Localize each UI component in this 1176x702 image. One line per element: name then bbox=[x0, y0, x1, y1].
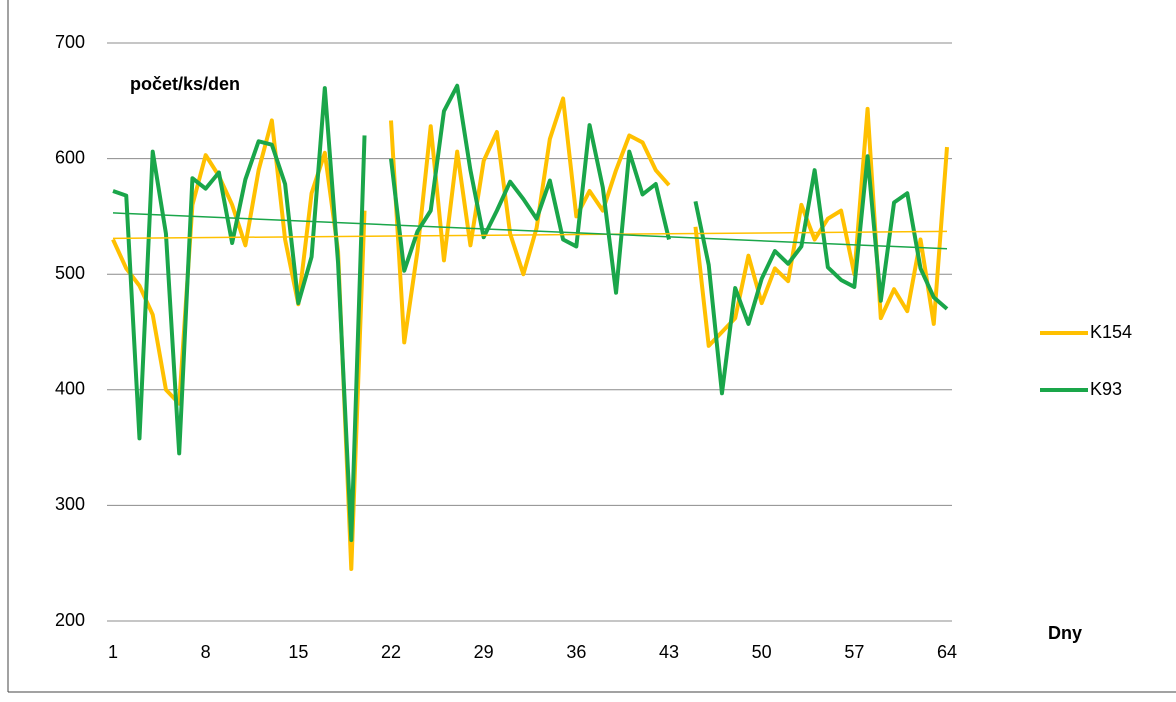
x-tick-label: 1 bbox=[108, 642, 118, 662]
y-tick-label: 300 bbox=[55, 494, 85, 514]
y-tick-label: 600 bbox=[55, 147, 85, 167]
trendline bbox=[112, 212, 948, 250]
legend-label: K93 bbox=[1090, 379, 1122, 399]
x-tick-label: 8 bbox=[201, 642, 211, 662]
x-tick-label: 29 bbox=[474, 642, 494, 662]
trendline bbox=[112, 230, 948, 240]
legend-label: K154 bbox=[1090, 322, 1132, 342]
x-tick-label: 36 bbox=[566, 642, 586, 662]
x-tick-label: 64 bbox=[937, 642, 957, 662]
x-tick-label: 57 bbox=[844, 642, 864, 662]
y-tick-label: 700 bbox=[55, 32, 85, 52]
y-tick-label: 500 bbox=[55, 263, 85, 283]
series-line bbox=[111, 96, 949, 571]
series-line bbox=[112, 83, 949, 543]
x-tick-label: 15 bbox=[288, 642, 308, 662]
y-axis-label: počet/ks/den bbox=[130, 74, 240, 94]
y-tick-label: 200 bbox=[55, 610, 85, 630]
x-tick-label: 22 bbox=[381, 642, 401, 662]
x-tick-label: 43 bbox=[659, 642, 679, 662]
x-axis-label: Dny bbox=[1048, 623, 1082, 643]
x-tick-label: 50 bbox=[752, 642, 772, 662]
y-tick-label: 400 bbox=[55, 379, 85, 399]
